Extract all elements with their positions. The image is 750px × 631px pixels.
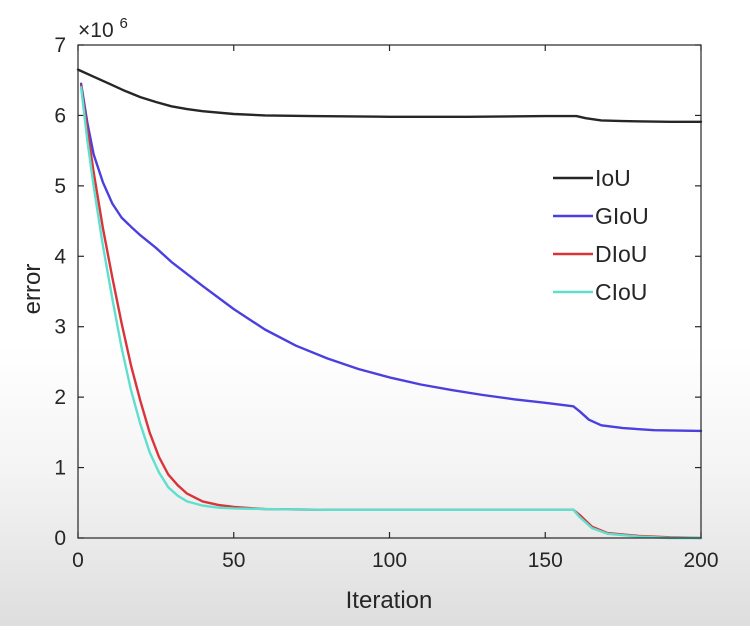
legend-label-diou: DIoU [595,241,647,267]
series-line-diou [79,84,703,540]
series-layer [76,68,703,540]
y-exponent-label: ×10 6 [78,15,128,42]
x-axis-label: Iteration [346,587,433,614]
series-line-giou [79,82,703,433]
x-tick-label: 200 [683,549,718,572]
y-tick-label: 7 [54,34,66,57]
y-exponent-power: 6 [119,15,127,32]
x-tick-label: 100 [372,549,407,572]
series-line-iou [76,68,703,123]
y-exponent-base: ×10 [78,19,114,42]
legend-label-iou: IoU [595,165,631,191]
series-line-ciou [79,86,703,540]
y-tick-label: 0 [54,527,66,550]
y-tick-label: 5 [54,175,66,198]
x-tick-label: 150 [528,549,563,572]
x-tick-label: 0 [72,549,84,572]
plot-frame [77,44,702,539]
legend-label-giou: GIoU [595,203,649,229]
legend: IoU GIoU DIoU CIoU [553,165,649,305]
legend-label-ciou: CIoU [595,279,647,305]
y-tick-label: 2 [54,386,66,409]
y-tick-label: 1 [54,457,66,480]
tick-labels-layer: 0 50 100 150 200 0 1 2 3 4 5 6 7 [54,34,718,572]
y-axis-label: error [19,264,46,315]
y-tick-label: 3 [54,316,66,339]
x-tick-label: 50 [222,549,245,572]
y-tick-label: 4 [54,245,66,268]
y-tick-label: 6 [54,104,66,127]
